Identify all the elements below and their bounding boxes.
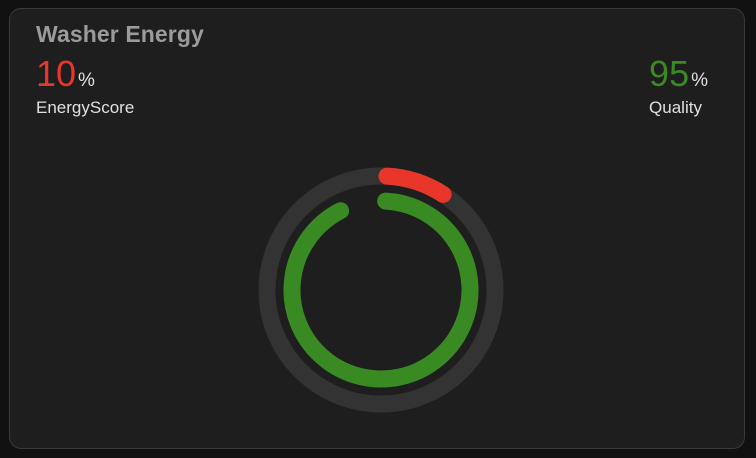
energy-score-track: [258, 167, 504, 413]
card-title: Washer Energy: [36, 21, 204, 47]
quality-label: Quality: [649, 98, 702, 117]
quality-unit: %: [691, 70, 708, 91]
energy-score-label: EnergyScore: [36, 98, 135, 117]
energy-score-arc: [378, 167, 452, 203]
ring-gauge: [258, 167, 504, 413]
quality-arc: [283, 192, 479, 388]
energy-score-value: 10: [36, 53, 77, 94]
quality-stat: 95 % Quality: [649, 54, 708, 118]
washer-energy-card[interactable]: Washer Energy 10 % EnergyScore 95 % Qual…: [9, 8, 745, 449]
energy-score-unit: %: [78, 70, 95, 91]
energy-score-stat: 10 % EnergyScore: [36, 54, 134, 118]
quality-value: 95: [649, 53, 690, 94]
